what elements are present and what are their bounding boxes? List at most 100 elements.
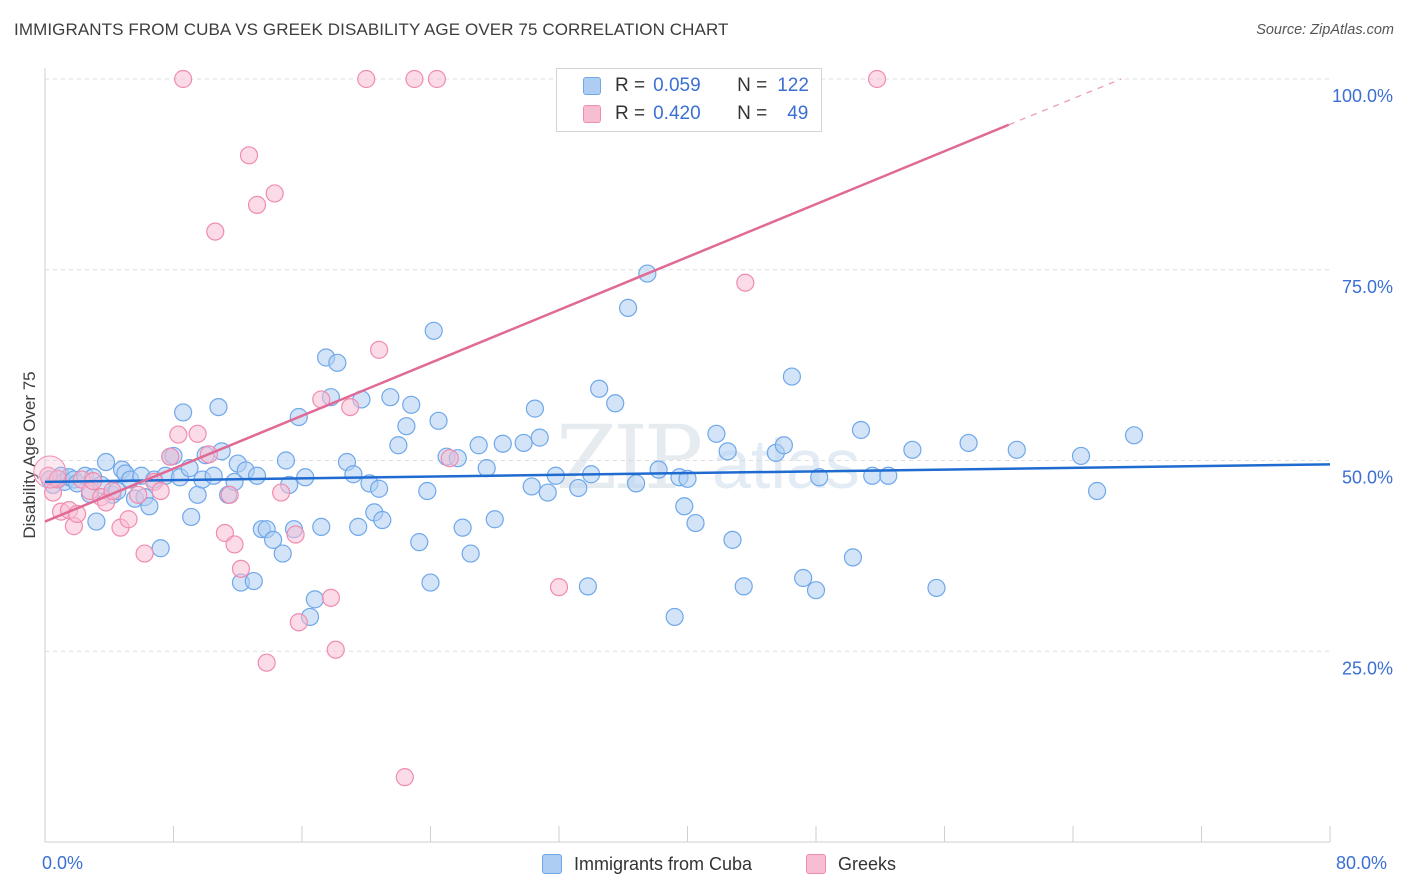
y-tick-label: 100.0% xyxy=(1332,86,1393,106)
cuba-point xyxy=(578,577,598,596)
cuba-point xyxy=(424,321,443,340)
cuba-point xyxy=(381,388,400,407)
cuba-point xyxy=(734,577,753,596)
cuba-point xyxy=(418,481,437,501)
trend-line-cuba xyxy=(44,463,1331,484)
greeks-point xyxy=(427,69,447,89)
legend-n-label: N = xyxy=(737,103,768,124)
legend-n-value: 49 xyxy=(787,103,809,124)
cuba-point xyxy=(349,517,368,536)
greeks-point xyxy=(736,273,755,292)
cuba-point xyxy=(530,428,549,447)
cuba-point xyxy=(328,353,347,372)
axes xyxy=(44,68,1331,843)
cuba-point xyxy=(649,460,668,479)
cuba-point xyxy=(188,485,207,504)
greeks-point xyxy=(405,69,424,89)
cuba-point xyxy=(851,420,871,440)
cuba-point xyxy=(182,507,201,527)
cuba-point xyxy=(485,510,504,529)
bottom-legend-label-cuba: Immigrants from Cuba xyxy=(574,853,753,874)
cuba-point xyxy=(959,433,978,453)
cuba-point xyxy=(244,571,263,591)
trend-lines xyxy=(44,78,1331,523)
legend-r-label: R = xyxy=(615,103,646,124)
cuba-point xyxy=(1124,426,1144,445)
cuba-point xyxy=(525,399,545,418)
cuba-point xyxy=(606,394,625,413)
greeks-point xyxy=(867,69,887,89)
cuba-point xyxy=(247,466,267,485)
cuba-point xyxy=(903,440,922,459)
greeks-point xyxy=(48,469,67,488)
legend-swatch-cuba xyxy=(583,77,601,95)
cuba-point xyxy=(305,590,324,609)
greeks-point xyxy=(161,447,180,466)
greeks-point xyxy=(119,510,138,529)
legend-r-value: 0.059 xyxy=(653,75,701,96)
cuba-point xyxy=(569,478,588,498)
greeks-point xyxy=(370,340,389,359)
cuba-point xyxy=(675,497,694,516)
cuba-point xyxy=(514,433,533,453)
greeks-point xyxy=(231,559,251,578)
trend-line-greeks xyxy=(44,123,1010,523)
cuba-point xyxy=(927,578,946,598)
cuba-point xyxy=(397,417,416,436)
cuba-point xyxy=(263,530,283,549)
cuba-point xyxy=(538,483,557,502)
cuba-point xyxy=(389,436,408,455)
y-tick-labels: 25.0% 50.0% 75.0% 100.0% xyxy=(1332,86,1393,678)
cuba-point xyxy=(276,451,296,470)
greeks-point xyxy=(239,146,259,165)
greeks-point xyxy=(272,483,291,502)
cuba-point xyxy=(686,513,705,533)
cuba-point xyxy=(590,379,609,398)
cuba-point xyxy=(1007,440,1026,459)
cuba-point xyxy=(453,518,472,537)
cuba-point xyxy=(723,530,742,549)
source-credit: Source: ZipAtlas.com xyxy=(1256,22,1394,38)
cuba-point xyxy=(273,544,292,563)
greeks-point xyxy=(265,184,284,203)
bottom-legend-label-greeks: Greeks xyxy=(838,853,897,874)
cuba-point xyxy=(1071,446,1091,466)
cuba-point xyxy=(665,607,684,627)
cuba-point xyxy=(477,459,496,478)
greeks-point xyxy=(206,222,225,241)
legend-row-greeks: R = 0.420 N = 49 xyxy=(583,103,808,125)
cuba-point xyxy=(522,477,541,496)
cuba-point xyxy=(204,466,223,485)
cuba-point xyxy=(618,298,638,317)
y-tick-label: 75.0% xyxy=(1342,277,1393,297)
greeks-point xyxy=(549,578,569,597)
bottom-legend-greeks: Greeks xyxy=(806,852,896,876)
greeks-point xyxy=(357,69,376,89)
cuba-point xyxy=(312,517,331,536)
cuba-point xyxy=(1087,481,1107,501)
legend-swatch-greeks xyxy=(583,105,601,123)
greeks-point xyxy=(341,397,360,417)
cuba-point xyxy=(794,568,813,588)
x-tick-label-min: 0.0% xyxy=(42,853,84,873)
cuba-point xyxy=(209,397,228,417)
cuba-point xyxy=(151,539,170,558)
y-tick-label: 50.0% xyxy=(1342,468,1393,488)
greeks-point xyxy=(220,485,239,504)
stats-legend: R = 0.059 N = 122 R = 0.420 N = 49 xyxy=(556,68,822,132)
legend-n-label: N = xyxy=(737,75,768,96)
cuba-point xyxy=(469,436,488,455)
cuba-point xyxy=(421,573,440,592)
greeks-point xyxy=(286,525,305,544)
chart-title: IMMIGRANTS FROM CUBA VS GREEK DISABILITY… xyxy=(14,20,729,39)
legend-row-cuba: R = 0.059 N = 122 xyxy=(583,75,809,97)
legend-r-value: 0.420 xyxy=(653,103,701,124)
cuba-point xyxy=(429,411,448,430)
cuba-point xyxy=(410,533,429,552)
greeks-point xyxy=(33,455,67,489)
bottom-legend-cuba: Immigrants from Cuba xyxy=(542,852,752,876)
greeks-point xyxy=(225,535,244,554)
greeks-point xyxy=(247,195,267,214)
cuba-point xyxy=(782,367,802,386)
